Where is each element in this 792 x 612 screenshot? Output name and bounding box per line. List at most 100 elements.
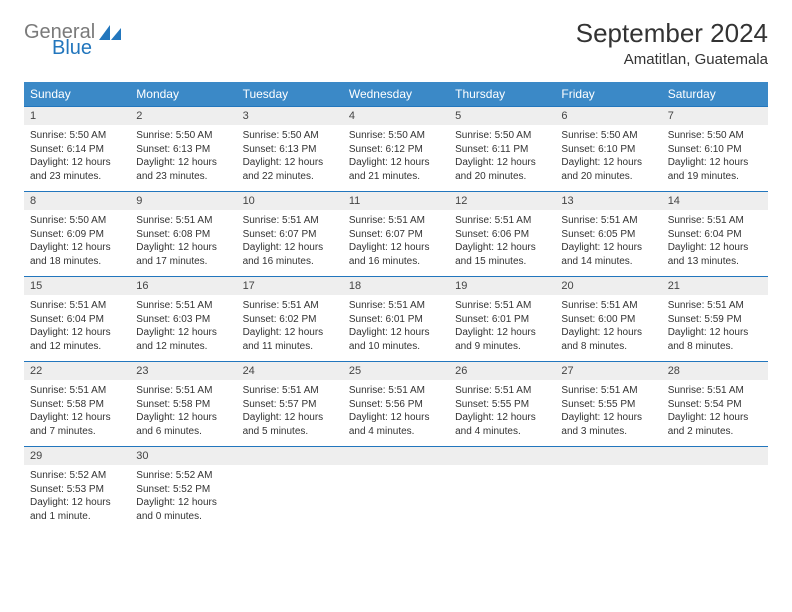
day-details: Sunrise: 5:51 AMSunset: 6:04 PMDaylight:… — [662, 210, 768, 277]
sunrise-line: Sunrise: 5:50 AM — [668, 129, 762, 143]
sunset-line: Sunset: 5:56 PM — [349, 398, 443, 412]
daylight-line: Daylight: 12 hours and 16 minutes. — [349, 241, 443, 268]
sunset-line: Sunset: 6:04 PM — [668, 228, 762, 242]
day-details: Sunrise: 5:50 AMSunset: 6:10 PMDaylight:… — [555, 125, 661, 192]
day-details: Sunrise: 5:50 AMSunset: 6:14 PMDaylight:… — [24, 125, 130, 192]
daylight-line: Daylight: 12 hours and 10 minutes. — [349, 326, 443, 353]
date-cell: 25 — [343, 362, 449, 381]
sunrise-line: Sunrise: 5:51 AM — [561, 384, 655, 398]
detail-row: Sunrise: 5:51 AMSunset: 5:58 PMDaylight:… — [24, 380, 768, 447]
daylight-line: Daylight: 12 hours and 12 minutes. — [30, 326, 124, 353]
sunrise-line: Sunrise: 5:51 AM — [349, 299, 443, 313]
date-cell-empty — [555, 447, 661, 466]
sunset-line: Sunset: 6:01 PM — [349, 313, 443, 327]
sunrise-line: Sunrise: 5:51 AM — [136, 214, 230, 228]
detail-row: Sunrise: 5:50 AMSunset: 6:09 PMDaylight:… — [24, 210, 768, 277]
day-details: Sunrise: 5:51 AMSunset: 6:01 PMDaylight:… — [343, 295, 449, 362]
date-cell: 1 — [24, 107, 130, 126]
date-cell: 20 — [555, 277, 661, 296]
sunset-line: Sunset: 5:54 PM — [668, 398, 762, 412]
day-details: Sunrise: 5:51 AMSunset: 6:05 PMDaylight:… — [555, 210, 661, 277]
date-row: 15161718192021 — [24, 277, 768, 296]
day-details: Sunrise: 5:50 AMSunset: 6:09 PMDaylight:… — [24, 210, 130, 277]
day-details: Sunrise: 5:51 AMSunset: 5:54 PMDaylight:… — [662, 380, 768, 447]
sunset-line: Sunset: 5:58 PM — [30, 398, 124, 412]
sunrise-line: Sunrise: 5:50 AM — [30, 214, 124, 228]
sunrise-line: Sunrise: 5:51 AM — [136, 384, 230, 398]
sunset-line: Sunset: 6:14 PM — [30, 143, 124, 157]
sunset-line: Sunset: 5:59 PM — [668, 313, 762, 327]
day-details: Sunrise: 5:51 AMSunset: 6:06 PMDaylight:… — [449, 210, 555, 277]
sunset-line: Sunset: 5:57 PM — [243, 398, 337, 412]
sunset-line: Sunset: 6:03 PM — [136, 313, 230, 327]
daylight-line: Daylight: 12 hours and 20 minutes. — [561, 156, 655, 183]
daylight-line: Daylight: 12 hours and 9 minutes. — [455, 326, 549, 353]
day-details: Sunrise: 5:51 AMSunset: 6:07 PMDaylight:… — [343, 210, 449, 277]
sunrise-line: Sunrise: 5:51 AM — [349, 214, 443, 228]
sunrise-line: Sunrise: 5:51 AM — [455, 214, 549, 228]
day-header-tuesday: Tuesday — [237, 82, 343, 107]
date-cell: 3 — [237, 107, 343, 126]
sunrise-line: Sunrise: 5:50 AM — [561, 129, 655, 143]
date-cell: 27 — [555, 362, 661, 381]
day-details: Sunrise: 5:51 AMSunset: 5:58 PMDaylight:… — [24, 380, 130, 447]
sunrise-line: Sunrise: 5:50 AM — [136, 129, 230, 143]
daylight-line: Daylight: 12 hours and 16 minutes. — [243, 241, 337, 268]
date-cell-empty — [662, 447, 768, 466]
sunrise-line: Sunrise: 5:51 AM — [30, 299, 124, 313]
date-cell: 19 — [449, 277, 555, 296]
sunrise-line: Sunrise: 5:50 AM — [30, 129, 124, 143]
day-details-empty — [343, 465, 449, 531]
title-block: September 2024 Amatitlan, Guatemala — [576, 18, 768, 68]
daylight-line: Daylight: 12 hours and 8 minutes. — [668, 326, 762, 353]
sunrise-line: Sunrise: 5:50 AM — [243, 129, 337, 143]
sunrise-line: Sunrise: 5:51 AM — [668, 214, 762, 228]
day-details: Sunrise: 5:50 AMSunset: 6:10 PMDaylight:… — [662, 125, 768, 192]
date-cell: 30 — [130, 447, 236, 466]
sunset-line: Sunset: 6:06 PM — [455, 228, 549, 242]
sunset-line: Sunset: 6:02 PM — [243, 313, 337, 327]
sunset-line: Sunset: 6:13 PM — [243, 143, 337, 157]
date-cell: 8 — [24, 192, 130, 211]
date-cell: 5 — [449, 107, 555, 126]
sunset-line: Sunset: 6:07 PM — [243, 228, 337, 242]
sunrise-line: Sunrise: 5:51 AM — [243, 299, 337, 313]
logo-word-blue: Blue — [52, 38, 95, 58]
header: General Blue September 2024 Amatitlan, G… — [24, 18, 768, 68]
sunset-line: Sunset: 6:10 PM — [561, 143, 655, 157]
month-title: September 2024 — [576, 18, 768, 49]
daylight-line: Daylight: 12 hours and 18 minutes. — [30, 241, 124, 268]
day-header-row: SundayMondayTuesdayWednesdayThursdayFrid… — [24, 82, 768, 107]
day-header-sunday: Sunday — [24, 82, 130, 107]
sunrise-line: Sunrise: 5:51 AM — [668, 299, 762, 313]
date-cell: 6 — [555, 107, 661, 126]
day-details: Sunrise: 5:51 AMSunset: 5:59 PMDaylight:… — [662, 295, 768, 362]
sunset-line: Sunset: 6:07 PM — [349, 228, 443, 242]
date-cell-empty — [343, 447, 449, 466]
daylight-line: Daylight: 12 hours and 1 minute. — [30, 496, 124, 523]
calendar-table: SundayMondayTuesdayWednesdayThursdayFrid… — [24, 82, 768, 531]
date-cell: 24 — [237, 362, 343, 381]
sunset-line: Sunset: 6:00 PM — [561, 313, 655, 327]
daylight-line: Daylight: 12 hours and 3 minutes. — [561, 411, 655, 438]
sunrise-line: Sunrise: 5:51 AM — [243, 214, 337, 228]
daylight-line: Daylight: 12 hours and 4 minutes. — [349, 411, 443, 438]
daylight-line: Daylight: 12 hours and 7 minutes. — [30, 411, 124, 438]
day-details: Sunrise: 5:51 AMSunset: 6:02 PMDaylight:… — [237, 295, 343, 362]
date-row: 2930 — [24, 447, 768, 466]
sunrise-line: Sunrise: 5:51 AM — [561, 299, 655, 313]
date-row: 22232425262728 — [24, 362, 768, 381]
sunset-line: Sunset: 5:52 PM — [136, 483, 230, 497]
day-details: Sunrise: 5:50 AMSunset: 6:12 PMDaylight:… — [343, 125, 449, 192]
sunset-line: Sunset: 6:05 PM — [561, 228, 655, 242]
sunrise-line: Sunrise: 5:51 AM — [455, 299, 549, 313]
date-cell: 21 — [662, 277, 768, 296]
date-cell: 9 — [130, 192, 236, 211]
logo-sail-icon — [99, 25, 121, 41]
sunset-line: Sunset: 6:01 PM — [455, 313, 549, 327]
detail-row: Sunrise: 5:50 AMSunset: 6:14 PMDaylight:… — [24, 125, 768, 192]
logo-text: General Blue — [24, 22, 95, 58]
day-details: Sunrise: 5:51 AMSunset: 6:00 PMDaylight:… — [555, 295, 661, 362]
day-details-empty — [449, 465, 555, 531]
day-details: Sunrise: 5:51 AMSunset: 6:08 PMDaylight:… — [130, 210, 236, 277]
